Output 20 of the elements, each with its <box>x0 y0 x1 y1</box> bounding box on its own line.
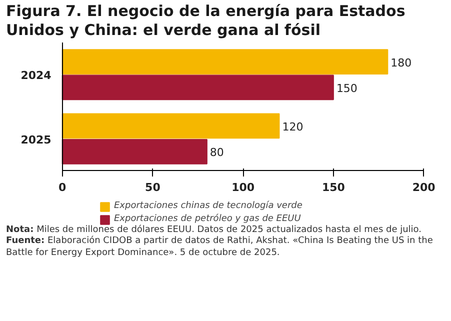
source-note: Fuente: Elaboración CIDOB a partir de datos de Rathi, Akshat. «China Is Beating the US in the Battle for Energy Export Dominance». 5 de octubre de 2025. <box>6 236 433 258</box>
x-tick-label: 100 <box>232 180 255 194</box>
data-label: 120 <box>282 120 304 133</box>
chart-title: Figura 7. El negocio de la energía para Estados Unidos y China: el verde gana al fósil <box>6 2 406 39</box>
data-label: 150 <box>336 81 358 94</box>
y-tick-label: 2024 <box>20 68 52 82</box>
x-tick-label: 150 <box>322 180 346 194</box>
bar <box>62 138 208 164</box>
x-tick-label: 200 <box>412 180 436 194</box>
legend-label: Exportaciones de petróleo y gas de EEUU <box>114 214 301 224</box>
data-label: 180 <box>390 56 412 69</box>
text: Nota: Miles de millones de dólares EEUU. Datos de 2025 actualizados hasta el mes de julio. <box>6 224 422 234</box>
legend-label: Exportaciones chinas de tecnología verde <box>114 200 302 212</box>
data-label: 80 <box>210 146 224 159</box>
bar <box>62 74 334 100</box>
bar <box>62 48 388 74</box>
y-tick-label: 2025 <box>20 132 52 146</box>
x-tick-label: 0 <box>58 180 67 194</box>
bar <box>62 112 280 138</box>
x-tick-label: 50 <box>145 180 161 194</box>
